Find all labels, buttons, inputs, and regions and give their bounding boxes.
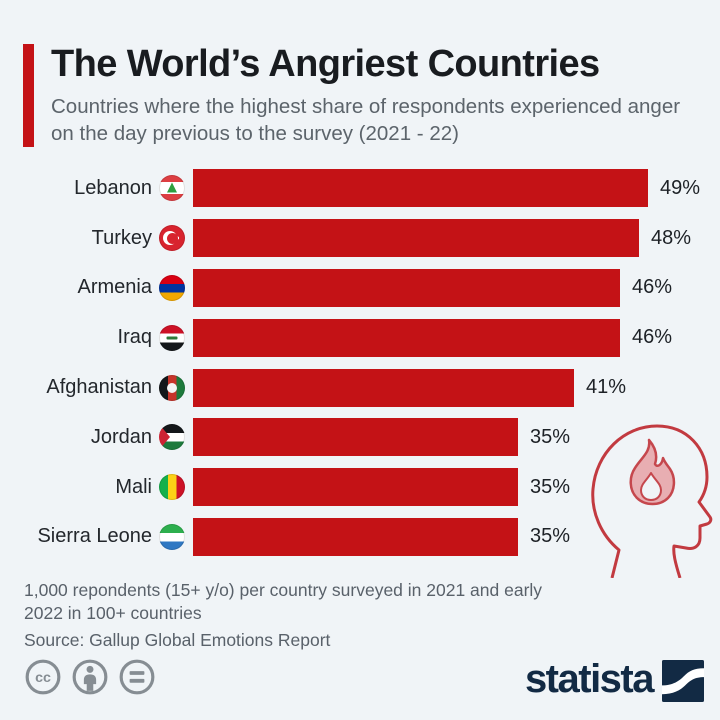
country-name: Turkey bbox=[91, 226, 152, 249]
chart-row: Iraq 46% bbox=[15, 318, 720, 357]
bar-wrap: 35% bbox=[193, 468, 571, 507]
chart-row: Mali 35% bbox=[15, 468, 720, 507]
equals-icon bbox=[119, 659, 155, 695]
value-label: 49% bbox=[660, 176, 701, 199]
afghanistan-flag-icon bbox=[159, 374, 185, 401]
bar bbox=[193, 169, 648, 208]
value-label: 46% bbox=[632, 276, 673, 299]
header: The World’s Angriest Countries Countries… bbox=[0, 0, 720, 148]
source-line: Source: Gallup Global Emotions Report bbox=[24, 630, 331, 651]
country-name: Sierra Leone bbox=[37, 525, 152, 548]
country-label: Turkey bbox=[15, 225, 193, 252]
country-label: Sierra Leone bbox=[15, 523, 193, 550]
sierra-leone-flag-icon bbox=[159, 523, 185, 550]
angry-head-flame-icon bbox=[591, 424, 713, 578]
country-name: Afghanistan bbox=[46, 376, 152, 398]
accent-bar bbox=[23, 44, 34, 148]
iraq-flag-icon bbox=[159, 324, 185, 351]
statista-wordmark: statista bbox=[524, 657, 655, 701]
bar bbox=[193, 368, 574, 407]
country-name: Jordan bbox=[90, 425, 152, 448]
armenia-flag-icon bbox=[159, 274, 185, 301]
value-label: 48% bbox=[651, 226, 692, 249]
footnote: 1,000 repondents (15+ y/o) per country s… bbox=[24, 579, 543, 623]
country-name: Lebanon bbox=[74, 176, 152, 199]
bar-chart: Lebanon 49% Turkey 48% Armenia bbox=[0, 169, 720, 556]
turkey-flag-icon bbox=[159, 225, 185, 252]
header-text: The World’s Angriest Countries Countries… bbox=[51, 43, 696, 147]
jordan-flag-icon bbox=[159, 424, 185, 451]
page-subtitle: Countries where the highest share of res… bbox=[51, 95, 681, 145]
bar bbox=[193, 468, 518, 507]
value-label: 46% bbox=[632, 326, 673, 349]
statista-logo: statista bbox=[524, 657, 704, 702]
country-label: Jordan bbox=[15, 424, 193, 451]
chart-row: Armenia 46% bbox=[15, 268, 720, 307]
country-label: Afghanistan bbox=[15, 374, 193, 401]
license-badges: cc bbox=[24, 658, 156, 696]
svg-text:cc: cc bbox=[35, 670, 51, 686]
chart-row: Turkey 48% bbox=[15, 219, 720, 258]
statista-logo-mark bbox=[662, 660, 704, 702]
value-label: 35% bbox=[530, 425, 571, 448]
country-name: Iraq bbox=[117, 326, 152, 349]
value-label: 35% bbox=[530, 525, 571, 548]
country-name: Mali bbox=[115, 475, 152, 498]
chart-row: Sierra Leone 35% bbox=[15, 517, 720, 556]
bar bbox=[193, 318, 620, 357]
lebanon-flag-icon bbox=[159, 175, 185, 202]
cc-icon: cc bbox=[25, 659, 61, 695]
bar bbox=[193, 268, 620, 307]
bar bbox=[193, 219, 639, 258]
bar-wrap: 35% bbox=[193, 517, 571, 556]
bar bbox=[193, 418, 518, 457]
country-label: Lebanon bbox=[15, 175, 193, 202]
value-label: 35% bbox=[530, 475, 571, 498]
attribution-icon bbox=[72, 659, 108, 695]
bar-wrap: 35% bbox=[193, 418, 571, 457]
bar-wrap: 46% bbox=[193, 318, 673, 357]
mali-flag-icon bbox=[159, 474, 185, 501]
country-label: Armenia bbox=[15, 274, 193, 301]
flame-core bbox=[640, 472, 662, 501]
chart-row: Lebanon 49% bbox=[15, 169, 720, 208]
chart-row: Afghanistan 41% bbox=[15, 368, 720, 407]
page-title: The World’s Angriest Countries bbox=[51, 43, 600, 85]
country-name: Armenia bbox=[77, 276, 152, 299]
bar bbox=[193, 517, 518, 556]
head-outline bbox=[591, 424, 713, 578]
chart-row: Jordan 35% bbox=[15, 418, 720, 457]
bar-wrap: 46% bbox=[193, 268, 673, 307]
bar-wrap: 49% bbox=[193, 169, 701, 208]
country-label: Iraq bbox=[15, 324, 193, 351]
value-label: 41% bbox=[586, 376, 627, 398]
bar-wrap: 48% bbox=[193, 219, 692, 258]
country-label: Mali bbox=[15, 474, 193, 501]
bar-wrap: 41% bbox=[193, 368, 627, 407]
